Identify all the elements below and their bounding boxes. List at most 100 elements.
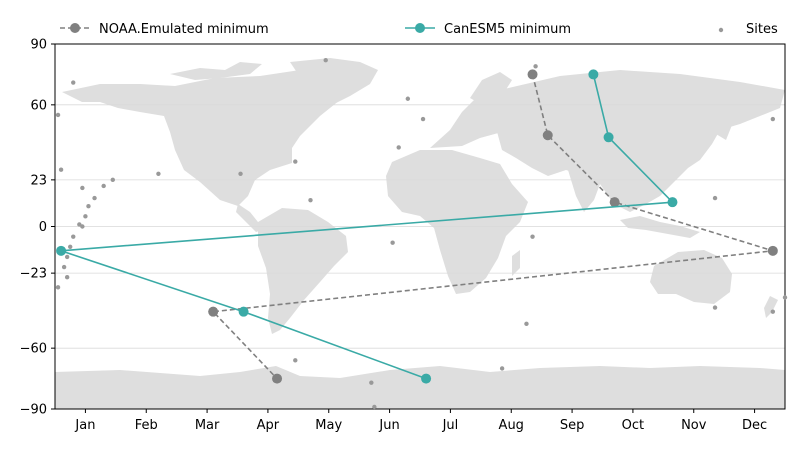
site-point bbox=[86, 204, 91, 209]
site-point bbox=[712, 195, 718, 201]
series-line bbox=[60, 74, 675, 380]
x-tick-label: Mar bbox=[195, 418, 220, 433]
site-point bbox=[101, 183, 106, 189]
site-point bbox=[293, 358, 298, 363]
y-tick-label: −23 bbox=[20, 267, 47, 282]
site-point bbox=[420, 116, 426, 122]
series-marker bbox=[588, 69, 599, 80]
site-point bbox=[55, 285, 61, 290]
legend: NOAA.Emulated minimum CanESM5 minimum Site… bbox=[60, 22, 778, 37]
land-indonesia bbox=[620, 216, 700, 238]
series-canesm5-minimum bbox=[56, 69, 678, 384]
x-tick-label: May bbox=[315, 418, 342, 433]
site-point bbox=[396, 145, 401, 150]
land-south-america bbox=[258, 208, 348, 334]
legend-swatch-marker bbox=[70, 23, 80, 33]
x-tick-label: Oct bbox=[622, 418, 644, 433]
site-point bbox=[390, 240, 395, 245]
site-point bbox=[782, 295, 788, 300]
land-asia bbox=[492, 70, 785, 212]
x-tick-label: Aug bbox=[499, 418, 524, 433]
x-tick-label: Sep bbox=[560, 418, 585, 433]
site-point bbox=[110, 177, 115, 183]
series-marker bbox=[667, 197, 678, 208]
site-point bbox=[92, 195, 97, 201]
y-tick-label: 90 bbox=[30, 38, 47, 53]
legend-swatch-dot bbox=[718, 27, 724, 33]
land-japan bbox=[716, 110, 734, 140]
series-sites bbox=[55, 58, 788, 410]
site-point bbox=[530, 234, 535, 239]
series-marker bbox=[603, 132, 614, 143]
site-point bbox=[71, 80, 76, 85]
site-point bbox=[156, 171, 161, 176]
site-point bbox=[770, 309, 776, 314]
series-layer bbox=[55, 58, 788, 410]
land-arctic-islands bbox=[170, 62, 262, 80]
site-point bbox=[308, 197, 313, 203]
series-marker bbox=[272, 373, 283, 384]
site-point bbox=[499, 366, 505, 371]
site-point bbox=[770, 116, 776, 122]
land-scandinavia bbox=[470, 72, 512, 108]
site-point bbox=[405, 96, 411, 101]
land-australia bbox=[650, 250, 732, 304]
legend-item: NOAA.Emulated minimum bbox=[60, 22, 269, 37]
series-noaa-emulated-minimum bbox=[208, 69, 778, 384]
y-tick-label: 0 bbox=[39, 220, 47, 235]
series-marker bbox=[767, 245, 778, 256]
site-point bbox=[55, 112, 61, 118]
site-point bbox=[80, 185, 85, 191]
legend-label: CanESM5 minimum bbox=[444, 22, 571, 37]
legend-swatch-marker bbox=[415, 23, 425, 33]
site-point bbox=[80, 224, 85, 229]
site-point bbox=[323, 58, 328, 63]
y-tick-label: −90 bbox=[20, 403, 47, 418]
axis-ticks: 90 60 23 0 −23 −60 −90 Jan Feb Mar Apr May Jun Jul Aug… bbox=[20, 38, 768, 434]
x-tick-label: Nov bbox=[681, 418, 707, 433]
x-tick-label: Jun bbox=[378, 418, 399, 433]
x-tick-label: Jul bbox=[442, 418, 459, 433]
x-tick-label: Feb bbox=[135, 418, 158, 433]
site-point bbox=[372, 404, 377, 410]
site-point bbox=[369, 380, 374, 385]
series-marker bbox=[56, 245, 67, 256]
site-point bbox=[64, 254, 70, 260]
series-marker bbox=[542, 130, 553, 141]
y-tick-label: 23 bbox=[30, 173, 47, 188]
site-point bbox=[64, 274, 70, 280]
legend-label: NOAA.Emulated minimum bbox=[99, 22, 269, 37]
land-central-america bbox=[236, 204, 262, 232]
series-marker bbox=[238, 306, 249, 317]
land-india bbox=[568, 170, 600, 212]
land-north-america bbox=[62, 70, 340, 206]
series-marker bbox=[609, 197, 620, 208]
land-antarctica bbox=[55, 366, 785, 409]
series-marker bbox=[421, 373, 432, 384]
site-point bbox=[293, 159, 298, 164]
x-tick-label: Jan bbox=[74, 418, 95, 433]
site-point bbox=[533, 64, 538, 69]
series-marker bbox=[208, 306, 219, 317]
site-point bbox=[68, 244, 73, 249]
site-point bbox=[524, 321, 529, 327]
site-point bbox=[61, 264, 67, 270]
y-tick-label: −60 bbox=[20, 342, 47, 357]
site-point bbox=[58, 167, 64, 172]
site-point bbox=[712, 305, 718, 310]
x-tick-label: Dec bbox=[742, 418, 767, 433]
land-new-zealand bbox=[764, 296, 778, 318]
site-point bbox=[83, 214, 88, 219]
world-map-background bbox=[55, 58, 785, 409]
series-marker bbox=[527, 69, 538, 80]
land-africa bbox=[386, 150, 528, 294]
land-greenland bbox=[290, 58, 378, 106]
site-point bbox=[238, 171, 243, 176]
legend-item: CanESM5 minimum bbox=[405, 22, 571, 37]
y-tick-label: 60 bbox=[30, 98, 47, 113]
legend-item: Sites bbox=[718, 22, 778, 37]
x-tick-label: Apr bbox=[257, 418, 280, 433]
legend-label: Sites bbox=[746, 22, 778, 37]
land-madagascar bbox=[512, 250, 520, 276]
site-point bbox=[71, 234, 76, 239]
